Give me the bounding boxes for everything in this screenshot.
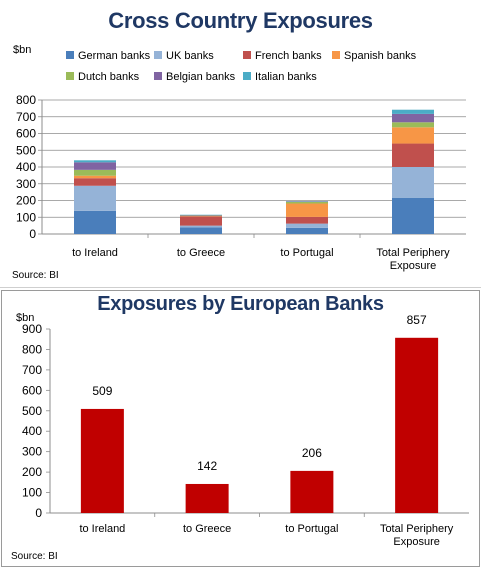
x-tick-label-line: to Ireland: [79, 523, 125, 535]
cross-country-exposures-panel: Cross Country Exposures $bn German banks…: [0, 0, 481, 288]
x-tick-label-line: Total Periphery: [376, 247, 450, 259]
x-tick-label: to Ireland: [72, 247, 118, 259]
bar-segment: [392, 127, 434, 143]
y-tick-label: 600: [22, 383, 42, 397]
y-tick-label: 300: [16, 177, 36, 191]
data-label: 206: [302, 446, 322, 460]
y-tick-label: 900: [22, 322, 42, 336]
data-label: 857: [407, 313, 427, 327]
y-tick-label: 300: [22, 445, 42, 459]
stacked-bar-chart: 0 100 200 300 400 500 600 700 800 to Ireland to Gr…: [0, 0, 481, 287]
bar-chart: 0 100 200 300 400 500 600 700 800 900 509 to Irelan…: [2, 291, 481, 568]
data-label: 142: [197, 459, 217, 473]
y-tick-label: 800: [16, 93, 36, 107]
x-tick-label: to Greece: [183, 523, 231, 535]
bar-segment: [392, 122, 434, 127]
bar-segment: [180, 215, 222, 216]
bar-segment: [392, 167, 434, 198]
source-note: Source: BI: [12, 270, 59, 281]
x-tick-label: to Portugal: [285, 523, 338, 535]
y-tick-label: 800: [22, 342, 42, 356]
bar-segment: [392, 114, 434, 122]
bar: [186, 484, 229, 513]
bar-segment: [74, 211, 116, 234]
bar-segment: [286, 217, 328, 224]
bar-segment: [286, 204, 328, 217]
bar-segment: [392, 144, 434, 167]
bar-segment: [74, 170, 116, 176]
bar: [395, 338, 438, 513]
bar-segment: [180, 227, 222, 234]
bar-segment: [74, 162, 116, 170]
x-tick-label-line: to Portugal: [280, 247, 333, 259]
bar-segment: [74, 178, 116, 186]
bar-segment: [286, 224, 328, 228]
bar: [290, 471, 333, 513]
bar-segment: [286, 201, 328, 202]
bar: [81, 409, 124, 513]
y-tick-label: 400: [16, 160, 36, 174]
y-tick-label: 400: [22, 424, 42, 438]
x-tick-label-line: Total Periphery: [380, 523, 454, 535]
x-tick-label-line: to Greece: [183, 523, 231, 535]
y-tick-label: 200: [16, 194, 36, 208]
x-tick-label: to Portugal: [280, 247, 333, 259]
bar-segment: [74, 160, 116, 162]
y-tick-label: 700: [16, 110, 36, 124]
bar-segment: [392, 110, 434, 114]
x-tick-label-line: to Portugal: [285, 523, 338, 535]
bar-segment: [286, 228, 328, 234]
y-tick-label: 0: [35, 506, 42, 520]
y-tick-label: 700: [22, 363, 42, 377]
x-tick-label-line: Exposure: [390, 260, 436, 272]
bar-segment: [74, 176, 116, 179]
y-tick-label: 600: [16, 127, 36, 141]
bar-segment: [392, 198, 434, 234]
bar-segment: [180, 216, 222, 217]
x-tick-label: to Greece: [177, 247, 225, 259]
x-tick-label-line: Exposure: [393, 536, 439, 548]
x-tick-label-line: to Greece: [177, 247, 225, 259]
y-tick-label: 0: [29, 227, 36, 241]
source-note: Source: BI: [11, 551, 58, 562]
y-tick-label: 500: [16, 143, 36, 157]
y-tick-label: 500: [22, 404, 42, 418]
y-tick-label: 100: [22, 486, 42, 500]
bar-segment: [180, 226, 222, 228]
x-tick-label-line: to Ireland: [72, 247, 118, 259]
data-label: 509: [92, 384, 112, 398]
y-tick-label: 100: [16, 210, 36, 224]
bar-segment: [286, 202, 328, 204]
y-tick-label: 200: [22, 465, 42, 479]
x-tick-label: to Ireland: [79, 523, 125, 535]
bar-segment: [180, 216, 222, 225]
bar-segment: [74, 186, 116, 211]
